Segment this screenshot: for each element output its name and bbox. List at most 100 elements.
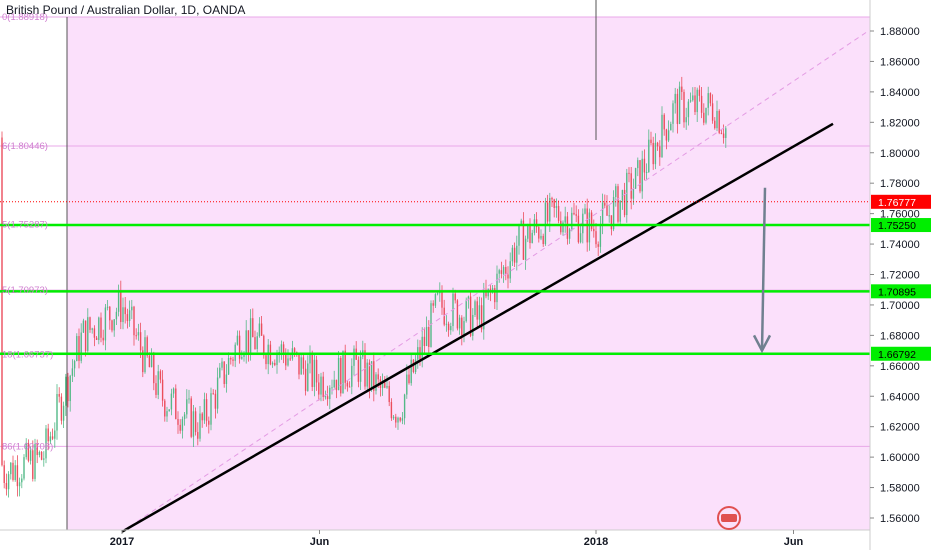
- candle-body: [282, 344, 285, 355]
- tradingview-logo-icon[interactable]: [717, 506, 741, 530]
- candle-body: [214, 393, 217, 409]
- candle-body: [573, 212, 575, 215]
- candle-body: [40, 451, 43, 460]
- candle-body: [564, 216, 566, 223]
- candle-body: [186, 399, 188, 415]
- candle-body: [47, 428, 49, 442]
- candle-body: [318, 382, 320, 395]
- candle-body: [199, 413, 201, 439]
- candle-body: [80, 332, 82, 361]
- candle-body: [485, 289, 487, 297]
- candle-body: [639, 160, 641, 192]
- candle-body: [480, 305, 483, 330]
- candle-body: [560, 220, 562, 233]
- candle-body: [124, 307, 126, 315]
- candle-body: [670, 123, 672, 131]
- candle-body: [494, 288, 496, 303]
- candle-body: [575, 214, 577, 216]
- candle-body: [337, 357, 340, 391]
- candle-body: [650, 139, 652, 143]
- candle-body: [720, 132, 723, 134]
- candle-body: [111, 320, 113, 331]
- candle-body: [467, 296, 470, 300]
- time-axis[interactable]: 2017Jun2018Jun2019Jun2020: [110, 530, 932, 548]
- candle-body: [91, 328, 93, 330]
- candle-body: [579, 233, 582, 243]
- candle-body: [595, 231, 597, 245]
- candle-body: [164, 400, 166, 417]
- candle-body: [166, 411, 168, 417]
- candle-body: [619, 200, 621, 222]
- candle-body: [588, 212, 591, 243]
- candle-body: [263, 335, 265, 356]
- price-tick-label: 1.80000: [880, 148, 920, 160]
- candle-body: [100, 317, 102, 338]
- candle-body: [71, 368, 74, 376]
- price-tick-label: 1.70000: [880, 300, 920, 312]
- candle-body: [474, 301, 476, 315]
- candle-body: [126, 314, 129, 322]
- candle-body: [177, 419, 179, 425]
- candle-body: [641, 158, 643, 192]
- candle-body: [718, 110, 720, 133]
- candle-body: [34, 443, 36, 479]
- price-axis[interactable]: 1.56000 1.58000 1.60000 1.62000 1.64000 1.660…: [870, 26, 920, 525]
- candle-body: [432, 303, 434, 306]
- candle-body: [221, 361, 223, 368]
- candle-body: [10, 462, 12, 475]
- candle-body: [258, 323, 261, 337]
- arrow-head: [752, 334, 772, 354]
- candle-body: [304, 368, 307, 391]
- candle-body: [230, 358, 232, 360]
- candle-body: [645, 171, 648, 173]
- candle-body: [377, 374, 379, 380]
- price-tick-label: 1.84000: [880, 87, 920, 99]
- candle-body: [307, 363, 309, 391]
- candle-body: [557, 206, 560, 221]
- time-tick-label: 2018: [584, 536, 608, 548]
- candle-body: [5, 482, 8, 490]
- candle-body: [197, 432, 199, 439]
- candle-body: [340, 357, 342, 394]
- candle-body: [298, 352, 300, 375]
- price-tag-label: 1.70895: [878, 286, 916, 298]
- candle-body: [500, 270, 503, 274]
- candle-body: [78, 336, 80, 361]
- candle-body: [58, 394, 60, 397]
- fib-level-labels: 0(1.88918) 6(1.80446) 5(1.75287) 5(1.70973)…: [2, 12, 53, 452]
- candle-body: [181, 418, 184, 431]
- candle-body: [188, 398, 190, 400]
- candle-body: [357, 359, 360, 382]
- candle-body: [87, 317, 89, 351]
- price-tick-label: 1.76000: [880, 209, 920, 221]
- candle-body: [612, 196, 615, 230]
- candle-body: [302, 357, 305, 369]
- candle-body: [293, 348, 296, 353]
- down-arrow-annotation[interactable]: [752, 187, 772, 354]
- price-tag: [871, 284, 931, 299]
- candle-body: [544, 202, 547, 245]
- candle-body: [562, 222, 564, 233]
- candle-body: [84, 320, 87, 351]
- candle-body: [584, 208, 586, 214]
- candle-body: [678, 86, 681, 124]
- candle-body: [98, 317, 100, 340]
- candle-body: [373, 361, 375, 391]
- candle-body: [509, 261, 511, 279]
- price-tick-label: 1.72000: [880, 270, 920, 282]
- candle-body: [674, 93, 676, 104]
- candle-body: [615, 186, 617, 197]
- candle-body: [155, 383, 157, 395]
- price-tick-label: 1.66000: [880, 361, 920, 373]
- candle-body: [43, 458, 45, 460]
- candle-body: [346, 382, 349, 387]
- candle-body: [65, 376, 67, 406]
- candle-body: [445, 323, 448, 325]
- candle-body: [654, 142, 657, 165]
- candle-body: [117, 290, 120, 312]
- candle-body: [632, 188, 635, 199]
- candle-body: [254, 337, 256, 350]
- candle-body: [498, 270, 500, 274]
- support-trendline[interactable]: [121, 122, 834, 533]
